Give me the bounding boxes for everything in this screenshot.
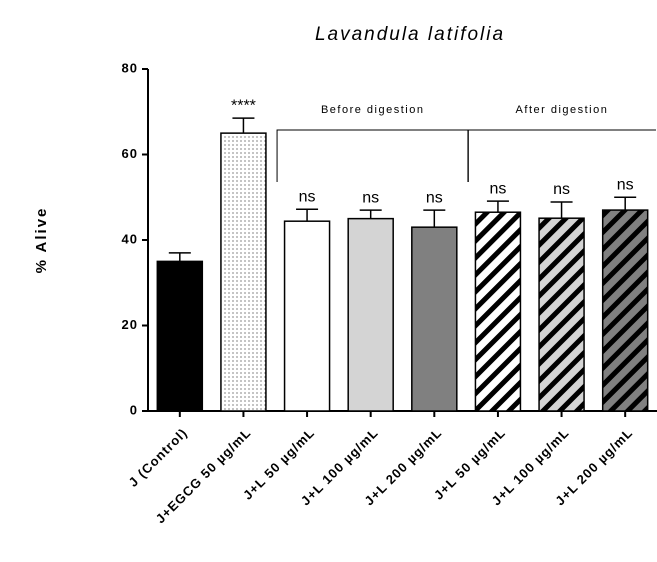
bar <box>411 226 458 412</box>
bracket <box>276 129 469 182</box>
x-tick-label: J (Control) <box>126 425 191 490</box>
bracket <box>467 129 656 182</box>
bracket-label: Before digestion <box>321 104 425 116</box>
y-tick-label: 80 <box>122 60 138 75</box>
bar <box>474 211 522 412</box>
significance-label: ns <box>426 189 443 206</box>
bar <box>283 220 331 412</box>
y-tick-label: 20 <box>122 317 138 332</box>
significance-label: ns <box>553 181 570 198</box>
significance-label: **** <box>231 97 256 114</box>
bar <box>538 217 585 412</box>
bar <box>156 260 204 412</box>
y-tick-label: 60 <box>122 146 138 161</box>
y-tick-label: 40 <box>122 231 138 246</box>
chart-title: Lavandula latifolia <box>315 24 505 45</box>
bar <box>220 132 267 412</box>
bar <box>601 209 649 412</box>
y-tick-label: 0 <box>130 402 138 417</box>
significance-label: ns <box>617 176 634 193</box>
y-axis-label: % Alive <box>33 207 50 274</box>
bracket-label: After digestion <box>516 104 609 116</box>
significance-label: ns <box>489 180 506 197</box>
significance-label: ns <box>299 188 316 205</box>
bar <box>347 217 394 412</box>
significance-label: ns <box>362 189 379 206</box>
